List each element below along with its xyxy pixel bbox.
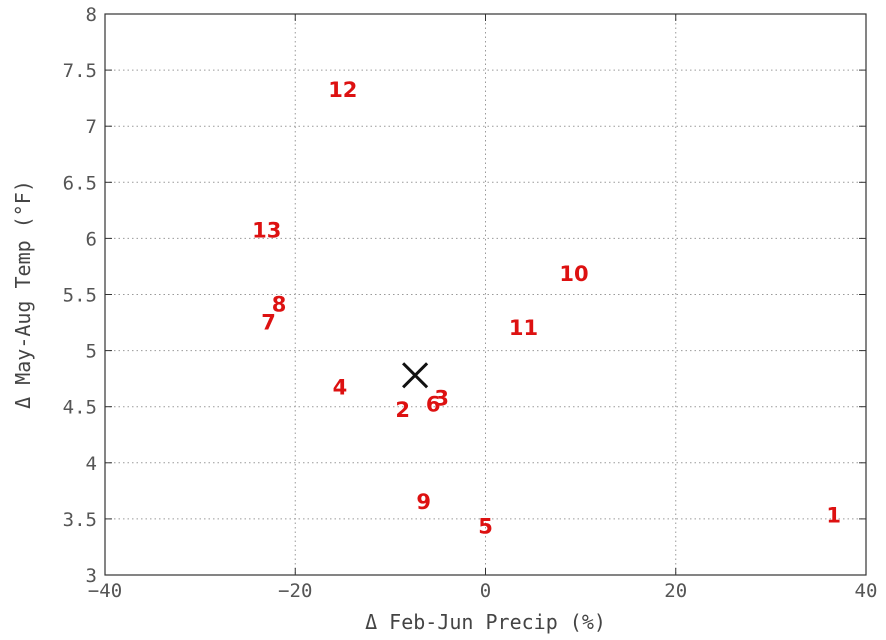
y-tick-label: 7.5: [63, 60, 97, 82]
x-axis-label: Δ Feb-Jun Precip (%): [365, 610, 606, 634]
data-point-label: 12: [328, 78, 357, 102]
data-point-label: 7: [261, 310, 276, 334]
y-axis-label: Δ May-Aug Temp (°F): [11, 180, 35, 409]
y-tick-label: 4.5: [63, 397, 97, 419]
data-point-label: 3: [434, 387, 449, 411]
y-tick-label: 6: [86, 228, 97, 250]
data-point-label: 1: [826, 503, 841, 527]
data-point-label: 9: [416, 490, 431, 514]
y-tick-label: 8: [86, 4, 97, 26]
gridlines: [105, 14, 866, 575]
data-point-label: 6: [426, 392, 441, 416]
y-tick-label: 3: [86, 565, 97, 587]
y-tick-label: 3.5: [63, 509, 97, 531]
x-tick-label: −40: [88, 580, 122, 602]
y-tick-label: 6.5: [63, 172, 97, 194]
data-point-label: 11: [509, 316, 538, 340]
y-tick-label: 4: [86, 453, 97, 475]
x-tick-label: −20: [278, 580, 312, 602]
data-point-label: 2: [395, 398, 410, 422]
y-tick-label: 5.5: [63, 285, 97, 307]
x-tick-label: 40: [855, 580, 878, 602]
x-tick-label: 0: [480, 580, 491, 602]
mean-marker-stroke: [402, 362, 429, 389]
data-point-label: 4: [333, 376, 348, 400]
y-tick-label: 5: [86, 341, 97, 363]
x-tick-label: 20: [664, 580, 687, 602]
axis-ticks: −40 −20 0 20 40 3 3.5 4 4.5 5 5.5 6 6.5 7 7.5 8: [63, 4, 878, 602]
data-point-label: 5: [478, 515, 493, 539]
mean-marker-group: [402, 362, 429, 389]
data-point-label: 8: [272, 292, 287, 316]
y-tick-label: 7: [86, 116, 97, 138]
data-point-label: 10: [559, 262, 588, 286]
data-point-label: 13: [252, 218, 281, 242]
